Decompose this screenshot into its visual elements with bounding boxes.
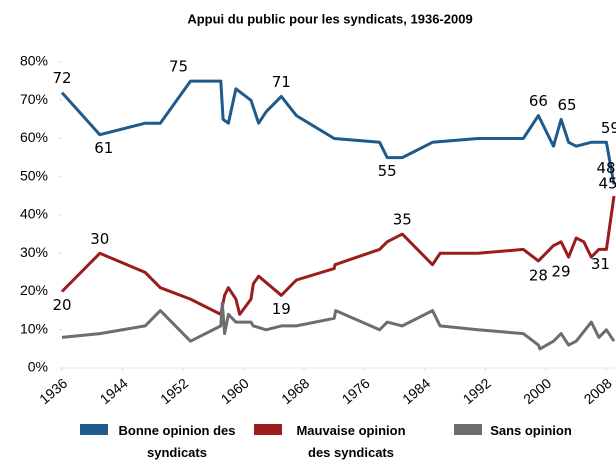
legend-label: Bonne opinion des syndicats [118, 423, 236, 460]
x-tick-label: 1944 [97, 375, 131, 407]
y-tick-label: 20% [20, 282, 48, 298]
data-label: 48 [596, 159, 615, 177]
data-label: 66 [529, 92, 548, 110]
data-label: 72 [52, 69, 71, 87]
y-tick-label: 80% [20, 53, 48, 69]
series-line [61, 301, 616, 351]
x-tick-label: 1992 [460, 375, 494, 407]
data-label: 61 [94, 139, 113, 157]
y-tick-label: 30% [20, 244, 48, 260]
chart-title: Appui du public pour les syndicats, 1936… [187, 11, 472, 26]
series-line [60, 195, 616, 316]
y-tick-label: 0% [28, 359, 48, 375]
legend-label: Sans opinion [490, 423, 572, 438]
x-tick-label: 1960 [218, 375, 252, 407]
data-label: 45 [598, 174, 616, 192]
y-tick-label: 10% [20, 320, 48, 336]
data-label: 19 [272, 300, 291, 318]
data-label: 30 [90, 230, 109, 248]
data-label: 55 [378, 162, 397, 180]
data-label: 35 [393, 211, 412, 229]
legend-label: Mauvaise opinion des syndicats [296, 423, 406, 460]
chart: Appui du public pour les syndicats, 1936… [20, 11, 616, 407]
x-tick-label: 1976 [339, 375, 373, 407]
y-tick-label: 50% [20, 167, 48, 183]
y-tick-label: 70% [20, 91, 48, 107]
data-label: 29 [552, 263, 571, 281]
x-tick-label: 1936 [36, 375, 70, 407]
data-label: 65 [558, 96, 577, 114]
x-tick-label: 2008 [581, 375, 615, 407]
y-tick-label: 60% [20, 129, 48, 145]
series-line [60, 79, 616, 185]
legend-item: Mauvaise opinion des syndicats [254, 420, 416, 464]
x-tick-label: 1984 [399, 375, 433, 407]
data-label: 20 [52, 296, 71, 314]
legend-item: Sans opinion [454, 420, 576, 442]
x-tick-label: 2000 [520, 375, 554, 407]
data-label: 28 [529, 266, 548, 284]
data-label: 75 [169, 58, 188, 76]
data-label: 71 [272, 73, 291, 91]
legend-swatch [254, 424, 282, 435]
x-tick-label: 1952 [157, 375, 191, 407]
x-tick-label: 1968 [278, 375, 312, 407]
legend-swatch [80, 424, 108, 435]
legend-swatch [454, 424, 482, 435]
data-label: 59 [601, 119, 616, 137]
legend-item: Bonne opinion des syndicats [80, 420, 242, 464]
data-label: 31 [591, 255, 610, 273]
y-tick-label: 40% [20, 206, 48, 222]
